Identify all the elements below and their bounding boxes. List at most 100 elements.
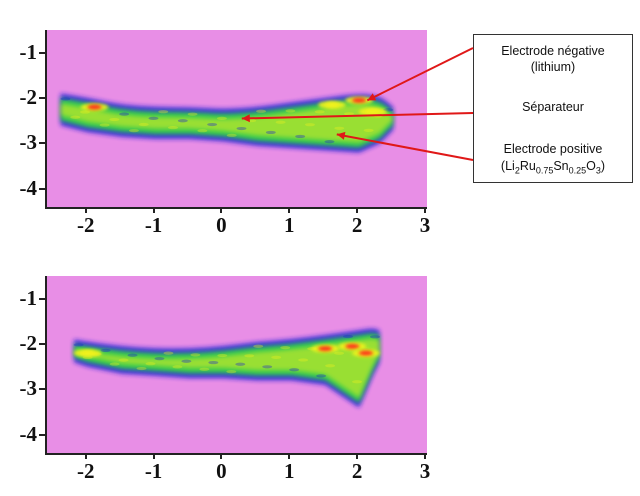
x-tick-mark xyxy=(84,453,87,459)
band-texture-mark xyxy=(208,360,219,365)
band-texture-mark xyxy=(199,367,210,371)
y-tick-label: -3 xyxy=(19,376,38,401)
band-texture-mark xyxy=(325,364,336,368)
band-texture-mark xyxy=(128,129,139,133)
band-texture-mark xyxy=(334,351,345,355)
y-tick-mark xyxy=(39,343,45,346)
band-texture-mark xyxy=(109,117,120,122)
x-tick-label: 0 xyxy=(216,459,227,483)
band-texture-mark xyxy=(181,359,192,363)
bottom-heatmap-svg xyxy=(73,328,381,408)
x-tick-label: 2 xyxy=(351,459,363,483)
top-heatmap-svg xyxy=(60,93,394,153)
band-texture-mark xyxy=(256,109,267,113)
band-texture-mark xyxy=(253,344,264,348)
x-tick-mark xyxy=(288,453,291,459)
hotspot-red xyxy=(358,350,373,356)
annotation-arrow-head xyxy=(241,114,250,123)
y-tick-mark xyxy=(39,187,45,190)
hotspot-red xyxy=(345,343,360,349)
band-texture-mark xyxy=(262,365,273,369)
band-texture-mark xyxy=(275,120,286,124)
band-texture-mark xyxy=(324,140,335,144)
x-tick-label: 3 xyxy=(419,213,431,237)
band-texture-mark xyxy=(127,353,138,357)
legend-positive-line1: Electrode positive xyxy=(503,142,603,156)
y-tick-label: -1 xyxy=(19,39,38,64)
band-texture-mark xyxy=(304,123,315,127)
y-tick-label: -1 xyxy=(19,285,38,310)
band-texture-mark xyxy=(190,353,201,357)
band-texture-mark xyxy=(119,112,130,116)
band-texture-mark xyxy=(70,115,81,119)
top-heatmap-panel xyxy=(45,30,427,209)
x-tick-mark xyxy=(220,453,223,459)
x-tick-label: -2 xyxy=(76,213,95,237)
y-tick-label: -2 xyxy=(19,85,38,110)
band-texture-mark xyxy=(138,122,149,127)
annotation-arrow-head xyxy=(336,131,346,140)
band-texture-mark xyxy=(226,133,237,137)
x-tick-mark xyxy=(356,207,359,213)
band-texture-mark xyxy=(226,370,237,374)
x-tick-mark xyxy=(152,453,155,459)
annotation-arrow-line xyxy=(366,47,474,102)
x-tick-mark xyxy=(288,207,291,213)
band-texture-mark xyxy=(363,128,374,132)
band-texture-mark xyxy=(216,116,227,120)
hotspot-yellow xyxy=(365,109,380,115)
x-tick-mark xyxy=(84,207,87,213)
band-texture-mark xyxy=(265,130,276,135)
x-tick-mark xyxy=(424,207,426,213)
legend-box: Electrode négative (lithium) Séparateur … xyxy=(473,34,633,183)
band-texture-mark xyxy=(370,335,381,339)
y-tick-mark xyxy=(39,97,45,100)
band-texture-mark xyxy=(145,362,156,366)
band-texture-mark xyxy=(100,348,111,353)
y-tick-label: -4 xyxy=(19,421,38,446)
x-tick-mark xyxy=(220,207,223,213)
x-tick-label: 1 xyxy=(284,213,295,237)
band-texture-mark xyxy=(136,366,147,371)
annotation-arrow-line xyxy=(336,133,474,161)
legend-positive-formula: (Li2Ru0.75Sn0.25O3) xyxy=(500,159,606,176)
band-texture-mark xyxy=(334,126,345,130)
band-texture-mark xyxy=(352,380,363,384)
x-tick-label: -1 xyxy=(144,459,163,483)
band-texture-mark xyxy=(316,374,327,378)
band-texture-mark xyxy=(177,119,188,123)
band-texture-mark xyxy=(280,346,291,350)
band-texture-mark xyxy=(289,368,300,372)
legend-negative-line1: Electrode négative xyxy=(501,44,605,58)
hotspot-red xyxy=(87,104,102,110)
y-tick-mark xyxy=(39,433,45,436)
band-texture-mark xyxy=(197,129,208,133)
y-tick-mark xyxy=(39,297,45,300)
band-yellow xyxy=(74,338,380,398)
x-tick-label: 3 xyxy=(419,459,431,483)
band-texture-mark xyxy=(148,116,159,120)
legend-separator: Séparateur xyxy=(522,100,584,114)
y-tick-mark xyxy=(39,142,45,145)
legend-negative-line2: (lithium) xyxy=(530,60,576,74)
band-texture-mark xyxy=(60,97,71,101)
x-tick-mark xyxy=(424,453,426,459)
band-texture-mark xyxy=(207,122,218,127)
annotation-arrow-head xyxy=(367,93,377,101)
hotspot-red xyxy=(352,97,367,103)
band-texture-mark xyxy=(244,354,255,358)
band-texture-mark xyxy=(235,362,246,366)
band-texture-mark xyxy=(298,358,309,362)
band-texture-mark xyxy=(168,125,179,130)
band-texture-mark xyxy=(158,110,169,114)
band-texture-mark xyxy=(285,109,296,113)
annotation-arrow-line xyxy=(241,112,474,120)
band-texture-mark xyxy=(80,110,91,114)
x-tick-label: 0 xyxy=(216,213,227,237)
band-yellow xyxy=(60,103,394,143)
band-texture-mark xyxy=(172,365,183,369)
x-tick-label: 1 xyxy=(284,459,295,483)
band-texture-mark xyxy=(99,123,110,127)
x-tick-label: 2 xyxy=(351,213,363,237)
